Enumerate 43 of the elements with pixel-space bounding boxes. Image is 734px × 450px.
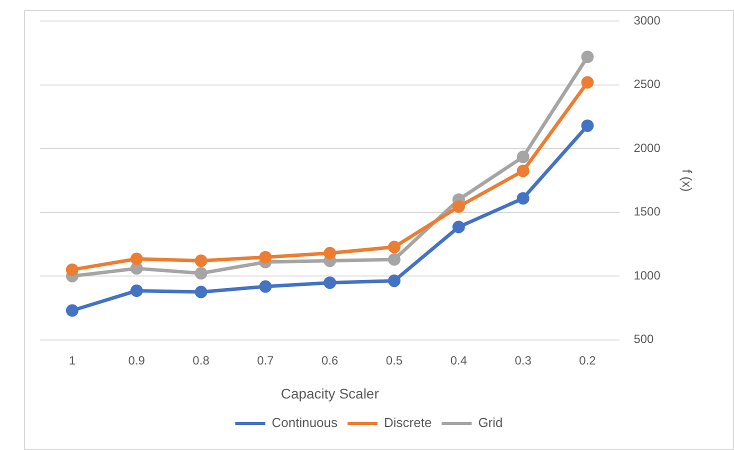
x-tick-label: 0.3: [514, 353, 532, 368]
point: [259, 250, 272, 264]
point: [194, 254, 208, 268]
point: [388, 240, 401, 254]
y-tick-label: 500: [634, 332, 654, 346]
point: [452, 220, 465, 234]
y-tick-label: 3000: [634, 14, 661, 28]
point: [388, 253, 401, 266]
point: [130, 284, 143, 297]
y-tick-label: 2500: [634, 77, 661, 92]
point: [130, 262, 143, 275]
x-tick-label: 1: [68, 353, 76, 368]
x-tick-label: 0.5: [386, 353, 403, 368]
point: [66, 263, 78, 276]
point: [324, 246, 336, 260]
point: [130, 252, 143, 266]
x-tick-label: 0.7: [257, 353, 274, 368]
point: [516, 192, 530, 205]
x-tick-label: 0.6: [322, 353, 339, 368]
y-axis-title: f (x): [680, 169, 695, 192]
legend-label: Grid: [478, 415, 503, 430]
x-tick-label: 0.8: [192, 353, 210, 368]
point: [66, 304, 78, 317]
point: [194, 267, 208, 280]
x-tick-label: 0.2: [579, 353, 596, 368]
x-tick-label: 0.9: [128, 353, 146, 368]
point: [581, 76, 594, 89]
point: [581, 50, 594, 64]
point: [388, 274, 401, 288]
point: [194, 286, 208, 298]
x-axis-title: Capacity Scaler: [280, 385, 380, 402]
point: [324, 276, 336, 289]
y-tick-label: 1000: [634, 268, 661, 282]
point: [259, 280, 272, 293]
point: [452, 200, 465, 213]
point: [516, 164, 530, 178]
point: [516, 150, 530, 164]
legend-label: Discrete: [384, 415, 432, 430]
x-tick-label: 0.4: [450, 353, 468, 368]
y-tick-label: 2000: [634, 140, 661, 155]
y-tick-label: 1500: [634, 204, 661, 219]
point: [581, 119, 594, 132]
legend-label: Continuous: [272, 415, 338, 430]
